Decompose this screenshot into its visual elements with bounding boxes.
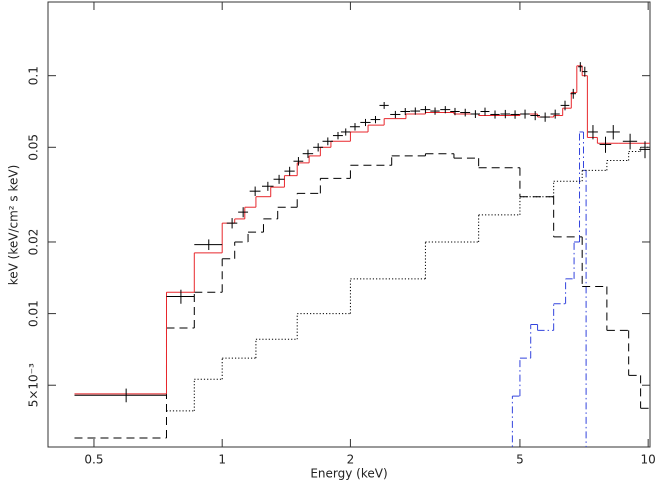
plot-area xyxy=(74,62,650,447)
y-tick-label: 0.02 xyxy=(27,229,41,256)
x-tick-label: 5 xyxy=(516,453,524,467)
x-tick-label: 1 xyxy=(218,453,226,467)
x-tick-label: 0.5 xyxy=(84,453,103,467)
x-tick-label: 2 xyxy=(347,453,355,467)
y-tick-label: 0.1 xyxy=(27,66,41,85)
x-tick-label: 10 xyxy=(641,453,656,467)
x-axis-label: Energy (keV) xyxy=(310,467,387,481)
y-axis-label: keV (keV/cm² s keV) xyxy=(7,165,21,286)
y-tick-label: 0.01 xyxy=(27,300,41,327)
plot-frame xyxy=(47,1,651,448)
y-tick-label: 5×10⁻³ xyxy=(27,363,41,407)
y-tick-label: 0.05 xyxy=(27,134,41,161)
